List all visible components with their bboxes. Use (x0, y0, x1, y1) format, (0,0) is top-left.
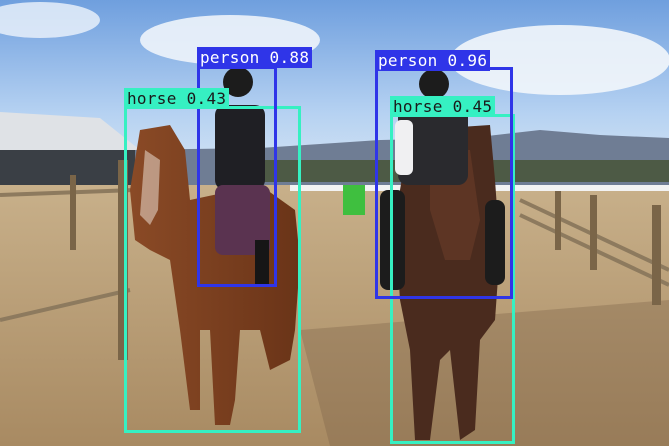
cloud (0, 2, 100, 38)
green-jump (343, 185, 365, 215)
cloud (450, 25, 669, 95)
barn (0, 150, 135, 190)
barn-roof (0, 112, 140, 150)
rider-left (215, 67, 270, 285)
horse-confidence-label: horse 0.45 (390, 96, 496, 117)
fence-posts (70, 160, 661, 360)
person-confidence-label: person 0.96 (375, 50, 491, 71)
person-confidence-label: person 0.88 (197, 47, 313, 68)
horse-confidence-label: horse 0.43 (124, 88, 230, 109)
